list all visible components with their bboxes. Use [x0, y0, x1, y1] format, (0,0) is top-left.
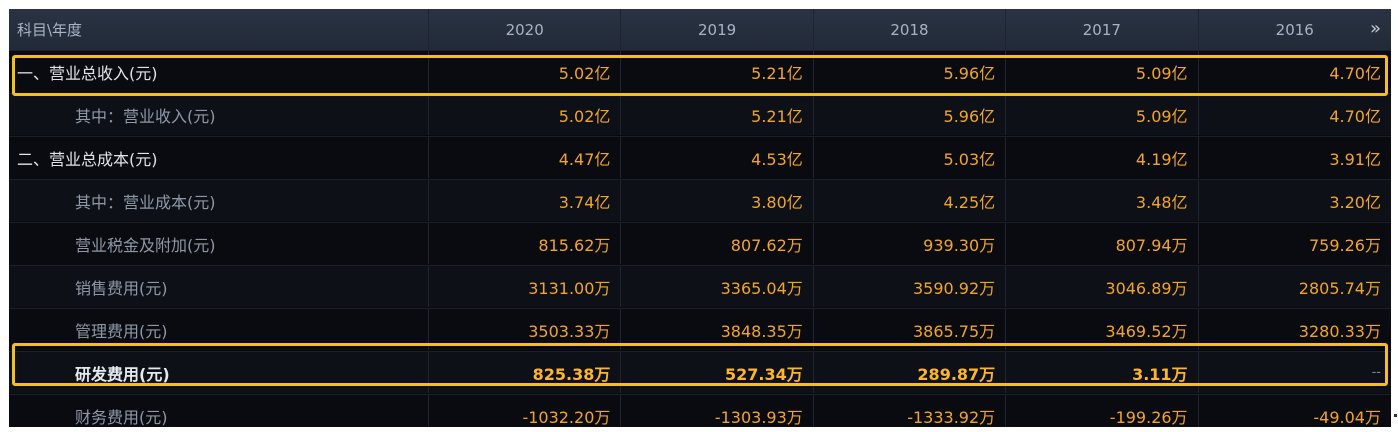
- row-value: -1333.92万: [814, 395, 1007, 427]
- row-value: 5.09亿: [1006, 94, 1199, 135]
- row-value: 5.09亿: [1006, 51, 1199, 92]
- table-header: 科目\年度 2020 2019 2018 2017 2016 »: [9, 9, 1391, 50]
- row-label: 其中：营业收入(元): [9, 94, 429, 135]
- table-row: 营业税金及附加(元) 815.62万 807.62万 939.30万 807.9…: [9, 222, 1391, 264]
- row-value: 4.53亿: [621, 137, 814, 178]
- row-value: 4.47亿: [429, 137, 622, 178]
- row-label: 销售费用(元): [9, 266, 429, 307]
- header-label: 科目\年度: [9, 9, 429, 50]
- row-value: 527.34万: [621, 352, 814, 393]
- row-value: 5.21亿: [621, 51, 814, 92]
- row-value: 5.02亿: [429, 51, 622, 92]
- row-value: 4.70亿: [1329, 63, 1381, 83]
- row-value: 3848.35万: [621, 309, 814, 350]
- next-page-icon[interactable]: »: [1369, 18, 1381, 39]
- header-year-text: 2018: [890, 20, 929, 39]
- table-row: 销售费用(元) 3131.00万 3365.04万 3590.92万 3046.…: [9, 265, 1391, 307]
- table-row: 管理费用(元) 3503.33万 3848.35万 3865.75万 3469.…: [9, 308, 1391, 350]
- row-value: 3365.04万: [621, 266, 814, 307]
- header-year-2019[interactable]: 2019: [621, 9, 814, 50]
- row-value: 759.26万: [1308, 235, 1381, 255]
- table-row: 财务费用(元) -1032.20万 -1303.93万 -1333.92万 -1…: [9, 394, 1391, 427]
- row-value: 3503.33万: [429, 309, 622, 350]
- row-value: -199.26万: [1006, 395, 1199, 427]
- row-value: 807.94万: [1006, 223, 1199, 264]
- row-value: 4.25亿: [814, 180, 1007, 221]
- row-value: 5.96亿: [814, 51, 1007, 92]
- row-value: -49.04万: [1313, 407, 1381, 427]
- row-value: 939.30万: [814, 223, 1007, 264]
- row-value: 5.03亿: [814, 137, 1007, 178]
- header-year-text: 2020: [505, 20, 544, 39]
- row-value: 825.38万: [429, 352, 622, 393]
- row-value: 3046.89万: [1006, 266, 1199, 307]
- row-value: 3.80亿: [621, 180, 814, 221]
- financial-table: 科目\年度 2020 2019 2018 2017 2016 » 一、营业总收入…: [9, 9, 1391, 427]
- edge-mark: [1394, 414, 1397, 417]
- header-year-2017[interactable]: 2017: [1006, 9, 1199, 50]
- row-value: 807.62万: [621, 223, 814, 264]
- row-value: 3865.75万: [814, 309, 1007, 350]
- row-value: 3.20亿: [1329, 192, 1381, 212]
- row-value: 815.62万: [429, 223, 622, 264]
- row-value: 3469.52万: [1006, 309, 1199, 350]
- table-row: 研发费用(元) 825.38万 527.34万 289.87万 3.11万 --: [9, 351, 1391, 393]
- row-label: 营业税金及附加(元): [9, 223, 429, 264]
- row-label: 一、营业总收入(元): [9, 51, 429, 92]
- row-value: 4.19亿: [1006, 137, 1199, 178]
- row-label: 管理费用(元): [9, 309, 429, 350]
- header-year-2020[interactable]: 2020: [429, 9, 622, 50]
- header-year-2016[interactable]: 2016 »: [1199, 9, 1391, 50]
- row-value: 3.11万: [1006, 352, 1199, 393]
- row-value: -1032.20万: [429, 395, 622, 427]
- row-value: 3.74亿: [429, 180, 622, 221]
- row-value: 3590.92万: [814, 266, 1007, 307]
- row-value: 3131.00万: [429, 266, 622, 307]
- row-value: 5.02亿: [429, 94, 622, 135]
- row-value: -1303.93万: [621, 395, 814, 427]
- table-row: 二、营业总成本(元) 4.47亿 4.53亿 5.03亿 4.19亿 3.91亿: [9, 136, 1391, 178]
- row-value: 289.87万: [814, 352, 1007, 393]
- row-label: 其中：营业成本(元): [9, 180, 429, 221]
- header-year-text: 2019: [697, 20, 737, 39]
- row-value: 3280.33万: [1298, 321, 1381, 341]
- row-value: 5.21亿: [621, 94, 814, 135]
- header-year-2018[interactable]: 2018: [814, 9, 1007, 50]
- row-value: 3.91亿: [1329, 149, 1381, 169]
- row-value: 3.48亿: [1006, 180, 1199, 221]
- row-label: 研发费用(元): [9, 352, 429, 393]
- row-value: 5.96亿: [814, 94, 1007, 135]
- header-year-text: 2017: [1082, 20, 1121, 39]
- row-value: 2805.74万: [1298, 278, 1381, 298]
- table-row: 一、营业总收入(元) 5.02亿 5.21亿 5.96亿 5.09亿 4.70亿: [9, 50, 1391, 92]
- table-row: 其中：营业收入(元) 5.02亿 5.21亿 5.96亿 5.09亿 4.70亿: [9, 93, 1391, 135]
- row-label: 财务费用(元): [9, 395, 429, 427]
- table-row: 其中：营业成本(元) 3.74亿 3.80亿 4.25亿 3.48亿 3.20亿: [9, 179, 1391, 221]
- row-label: 二、营业总成本(元): [9, 137, 429, 178]
- row-value: --: [1371, 365, 1381, 380]
- row-value: 4.70亿: [1329, 106, 1381, 126]
- header-year-text: 2016: [1275, 20, 1314, 39]
